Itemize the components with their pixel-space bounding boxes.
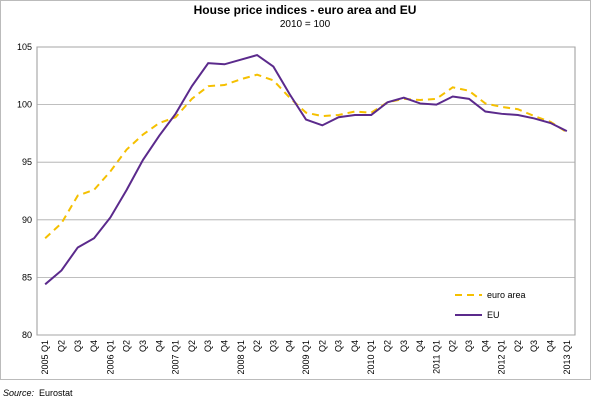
x-tick-label: Q4 [546, 340, 556, 352]
x-tick-label: 2010 Q1 [366, 340, 376, 375]
x-tick-label: 2006 Q1 [105, 340, 115, 375]
x-tick-label: Q2 [448, 340, 458, 352]
legend-label: EU [487, 310, 500, 320]
x-tick-label: Q4 [480, 340, 490, 352]
source: Eurostat [39, 388, 73, 398]
x-tick-label: Q4 [89, 340, 99, 352]
x-tick-label: 2009 Q1 [301, 340, 311, 375]
x-tick-label: Q3 [334, 340, 344, 352]
x-tick-label: Q3 [464, 340, 474, 352]
y-tick-label: 85 [22, 272, 32, 282]
legend-label: euro area [487, 290, 526, 300]
x-tick-label: 2008 Q1 [236, 340, 246, 375]
x-tick-label: Q3 [529, 340, 539, 352]
series-line [44, 73, 568, 239]
chart-title: House price indices - euro area and EU [194, 3, 417, 17]
y-tick-label: 90 [22, 215, 32, 225]
x-tick-label: Q2 [252, 340, 262, 352]
x-tick-label: Q2 [317, 340, 327, 352]
x-tick-label: 2012 Q1 [497, 340, 507, 375]
x-tick-label: 2013 Q1 [562, 340, 572, 375]
y-tick-label: 95 [22, 157, 32, 167]
series-line [44, 53, 568, 286]
x-tick-label: Q2 [187, 340, 197, 352]
y-tick-label: 80 [22, 330, 32, 340]
x-tick-label: Q4 [219, 340, 229, 352]
x-tick-label: Q4 [350, 340, 360, 352]
x-tick-label: Q3 [138, 340, 148, 352]
x-tick-label: 2011 Q1 [431, 340, 441, 374]
x-tick-label: Q2 [56, 340, 66, 352]
x-tick-label: Q3 [268, 340, 278, 352]
x-tick-label: 2005 Q1 [40, 340, 50, 375]
x-tick-label: Q2 [383, 340, 393, 352]
x-tick-label: Q2 [513, 340, 523, 352]
y-tick-label: 100 [17, 100, 32, 110]
x-tick-label: Q3 [399, 340, 409, 352]
chart-subtitle: 2010 = 100 [280, 19, 331, 30]
x-tick-label: Q3 [203, 340, 213, 352]
source-label: Source: [3, 388, 35, 398]
x-tick-label: Q4 [415, 340, 425, 352]
x-tick-label: Q3 [73, 340, 83, 352]
x-tick-label: Q4 [154, 340, 164, 352]
chart-frame [0, 0, 591, 380]
y-tick-label: 105 [17, 42, 32, 52]
x-tick-label: Q4 [285, 340, 295, 352]
x-tick-label: 2007 Q1 [171, 340, 181, 375]
x-tick-label: Q2 [122, 340, 132, 352]
